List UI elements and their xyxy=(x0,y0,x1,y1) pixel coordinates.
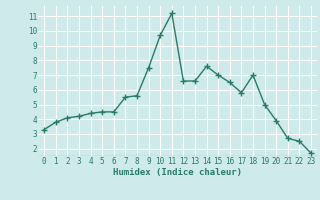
X-axis label: Humidex (Indice chaleur): Humidex (Indice chaleur) xyxy=(113,168,242,177)
